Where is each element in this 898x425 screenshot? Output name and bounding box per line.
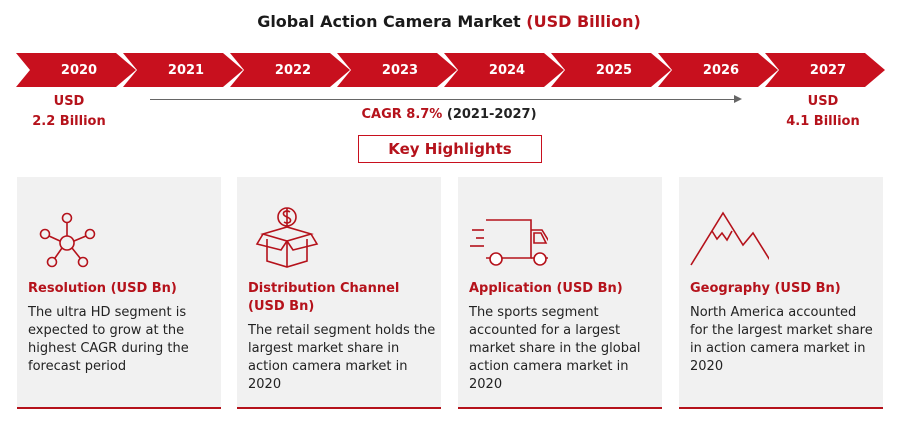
title-main: Global Action Camera Market [257,12,521,31]
card-title: Distribution Channel (USD Bn) [248,281,400,314]
year-2023: 2023 [337,53,457,87]
start-value: USD 2.2 Billion [14,92,124,132]
delivery-truck-icon [470,219,548,266]
card-text: The sports segment accounted for a large… [469,305,641,392]
growth-arrow-line [150,99,736,100]
card-text: The retail segment holds the largest mar… [248,323,436,392]
card-title: Application (USD Bn) [469,281,623,296]
card-title: Geography (USD Bn) [690,281,841,296]
start-value-amount: 2.2 Billion [32,114,106,129]
card-text: North America accounted for the largest … [690,305,873,374]
highlight-card-application: Application (USD Bn) The sports segment … [458,177,662,409]
year-2022: 2022 [230,53,350,87]
chart-title: Global Action Camera Market (USD Billion… [0,12,898,31]
end-value: USD 4.1 Billion [768,92,878,132]
highlight-card-geography: Geography (USD Bn) North America account… [679,177,883,409]
cagr-value: CAGR 8.7% [361,107,443,122]
year-2026: 2026 [658,53,778,87]
mountain-icon [690,211,769,266]
year-2025: 2025 [551,53,671,87]
arrow-right-icon [734,95,742,103]
year-2027: 2027 [765,53,885,87]
year-2021: 2021 [123,53,243,87]
year-2024: 2024 [444,53,564,87]
key-highlights-heading: Key Highlights [358,135,542,163]
dollar-box-icon [255,207,319,268]
cagr-text: CAGR 8.7% (2021-2027) [0,107,898,122]
card-title: Resolution (USD Bn) [28,281,177,296]
end-value-amount: 4.1 Billion [786,114,860,129]
highlight-card-distribution-channel: Distribution Channel (USD Bn) The retail… [237,177,441,409]
year-timeline: 2020 2021 2022 2023 2024 2025 2026 2027 [16,53,886,87]
end-value-currency: USD [807,94,839,109]
network-nodes-icon [39,212,96,268]
year-2020: 2020 [16,53,136,87]
highlight-card-resolution: Resolution (USD Bn) The ultra HD segment… [17,177,221,409]
start-value-currency: USD [53,94,85,109]
title-unit: (USD Billion) [526,12,641,31]
card-text: The ultra HD segment is expected to grow… [28,305,189,374]
cagr-period: (2021-2027) [446,107,537,122]
